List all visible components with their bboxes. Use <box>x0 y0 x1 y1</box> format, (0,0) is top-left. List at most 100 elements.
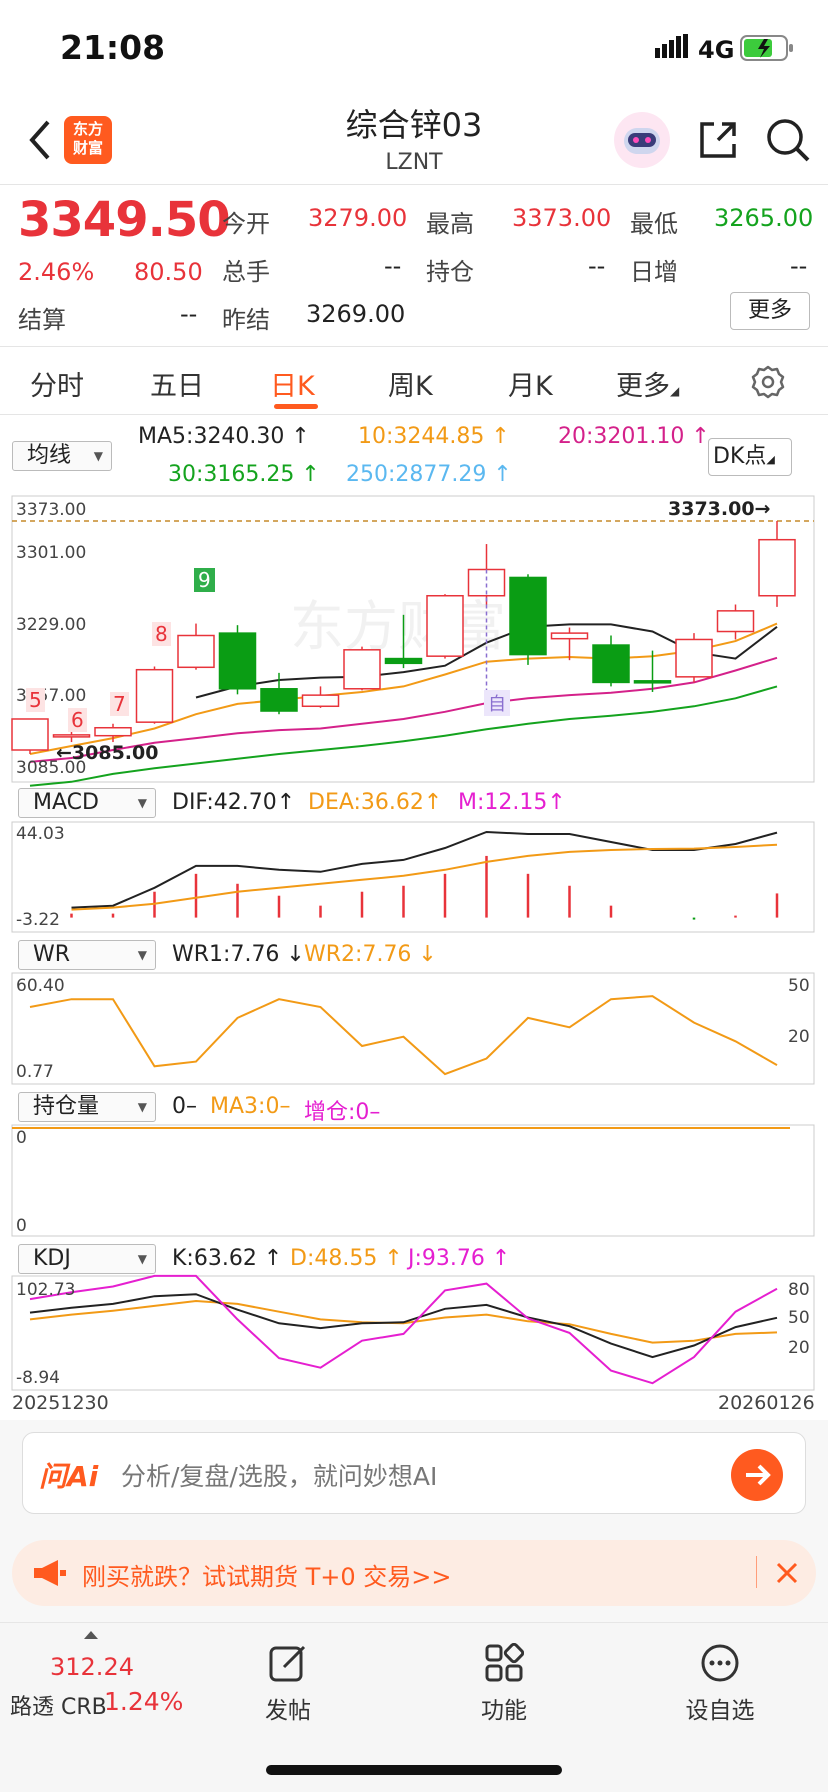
macd-dea: DEA:36.62↑ <box>308 790 442 815</box>
candle-body <box>633 680 672 684</box>
candle-body <box>384 657 423 665</box>
promo-banner[interactable]: 刚买就跌？试试期货 T+0 交易>> <box>12 1540 816 1606</box>
share-icon[interactable] <box>696 118 740 162</box>
wr-ymax: 60.40 <box>16 976 65 996</box>
candle-body <box>343 649 381 690</box>
tab-function[interactable]: 功能 <box>481 1698 527 1724</box>
divider <box>0 346 828 347</box>
seq-label: 9 <box>194 568 215 592</box>
ma-selector[interactable]: 均线 ▼ <box>12 441 112 471</box>
tab-post[interactable]: 发帖 <box>265 1698 311 1724</box>
up-arrow-icon: ↑ <box>484 424 510 449</box>
ma20-value: 20:3201.10 ↑ <box>558 424 710 449</box>
candle-body <box>426 594 464 657</box>
ai-search-input[interactable]: 分析/复盘/选股，就问妙想AI <box>121 1462 438 1491</box>
up-arrow-icon: ↑ <box>276 790 296 815</box>
kdj-selector-label: KDJ <box>33 1246 71 1271</box>
wr-ref: 50 <box>788 976 810 996</box>
settings-gear-icon[interactable] <box>750 364 786 400</box>
dropdown-arrow-icon: ▼ <box>137 1100 147 1114</box>
dk-point-button[interactable]: DK点◢ <box>708 438 792 476</box>
close-icon[interactable] <box>774 1560 800 1586</box>
low-marker-text: 3085.00 <box>71 742 159 764</box>
low-marker: ←3085.00 <box>56 742 158 764</box>
tab-daily-k[interactable]: 日K <box>270 371 315 402</box>
ai-submit-button[interactable] <box>731 1449 783 1501</box>
promo-text: 刚买就跌？试试期货 T+0 交易>> <box>82 1563 452 1591</box>
home-indicator <box>266 1765 562 1775</box>
index-name[interactable]: 路透 CRB <box>10 1695 107 1720</box>
back-icon[interactable] <box>26 118 54 162</box>
battery-icon <box>740 34 796 62</box>
y-label: 3373.00 <box>16 500 87 520</box>
right-arrow-icon: → <box>754 498 771 520</box>
tab-weekly-k[interactable]: 周K <box>388 371 433 402</box>
more-dots-icon[interactable] <box>700 1643 740 1683</box>
dropdown-arrow-icon: ▼ <box>137 948 147 962</box>
tab-intraday[interactable]: 分时 <box>30 371 84 402</box>
candle-body <box>467 568 506 597</box>
app-logo: 东方 财富 <box>64 116 112 164</box>
function-grid-icon[interactable] <box>484 1643 524 1683</box>
kdj-k-text: K:63.62 <box>172 1246 257 1271</box>
ai-robot-icon[interactable] <box>612 110 672 170</box>
kdj-ref: 80 <box>788 1280 810 1300</box>
macd-panel-frame <box>11 821 815 933</box>
volume-value: -- <box>384 252 402 280</box>
kdj-d: D:48.55 ↑ <box>290 1246 403 1271</box>
oi-value: 0– <box>172 1094 197 1119</box>
macd-dea-text: DEA:36.62 <box>308 790 424 815</box>
macd-m: M:12.15↑ <box>458 790 566 815</box>
oi-panel-frame <box>11 1124 815 1237</box>
candle-body <box>177 634 215 669</box>
wr-selector[interactable]: WR ▼ <box>18 940 156 970</box>
position-value: -- <box>588 252 606 280</box>
seq-label: 7 <box>110 692 129 716</box>
macd-dea-line <box>71 843 778 911</box>
candle-body <box>758 538 796 597</box>
tab-underline <box>274 404 318 409</box>
tab-monthly-k[interactable]: 月K <box>508 371 553 402</box>
macd-selector-label: MACD <box>33 790 99 815</box>
oi-selector[interactable]: 持仓量 ▼ <box>18 1092 156 1122</box>
y-label: 3229.00 <box>16 615 87 635</box>
post-edit-icon[interactable] <box>268 1643 308 1683</box>
kline-chart[interactable]: 东方财富 <box>0 480 828 1480</box>
tab-more[interactable]: 更多◢ <box>616 364 679 403</box>
macd-dif: DIF:42.70↑ <box>172 790 295 815</box>
watermark-text: 东方财富 <box>290 595 506 658</box>
down-arrow-icon: ↓ <box>411 942 437 967</box>
tab-more-label: 更多 <box>616 371 670 402</box>
index-change[interactable]: 1.24% <box>104 1687 184 1716</box>
oi-ma3: MA3:0– <box>210 1094 291 1119</box>
wr-ref: 20 <box>788 1027 810 1047</box>
date-start: 20251230 <box>12 1392 109 1414</box>
change-amount: 80.50 <box>134 258 203 286</box>
down-arrow-icon: ↓ <box>279 942 305 967</box>
candle-body <box>218 632 257 690</box>
ai-search-bar[interactable]: 问Ai 分析/复盘/选股，就问妙想AI <box>22 1432 806 1514</box>
ma30-value: 30:3165.25 ↑ <box>168 462 320 487</box>
oi-ymin: 0 <box>16 1216 27 1236</box>
macd-selector[interactable]: MACD ▼ <box>18 788 156 818</box>
position-label: 持仓 <box>426 258 474 286</box>
index-value[interactable]: 312.24 <box>50 1653 134 1681</box>
ma5-text: MA5:3240.30 <box>138 424 285 449</box>
candle-body <box>592 644 630 684</box>
candle-body <box>716 610 755 633</box>
tab-add-watchlist[interactable]: 设自选 <box>685 1698 755 1724</box>
self-select-badge: 自 <box>484 690 510 716</box>
search-icon[interactable] <box>764 116 812 164</box>
caret-up-icon <box>84 1631 98 1639</box>
up-arrow-icon: ↑ <box>486 462 512 487</box>
change-percent: 2.46% <box>18 258 95 286</box>
wr-selector-label: WR <box>33 942 71 967</box>
triangle-icon: ◢ <box>766 453 775 466</box>
tab-five-day[interactable]: 五日 <box>150 371 204 402</box>
more-button[interactable]: 更多 <box>730 292 810 330</box>
kdj-selector[interactable]: KDJ ▼ <box>18 1244 156 1274</box>
oi-increase: 增仓:0– <box>304 1100 381 1125</box>
kdj-j: J:93.76 ↑ <box>408 1246 510 1271</box>
wr1-value: WR1:7.76 ↓ <box>172 942 305 967</box>
macd-ymax: 44.03 <box>16 824 65 844</box>
